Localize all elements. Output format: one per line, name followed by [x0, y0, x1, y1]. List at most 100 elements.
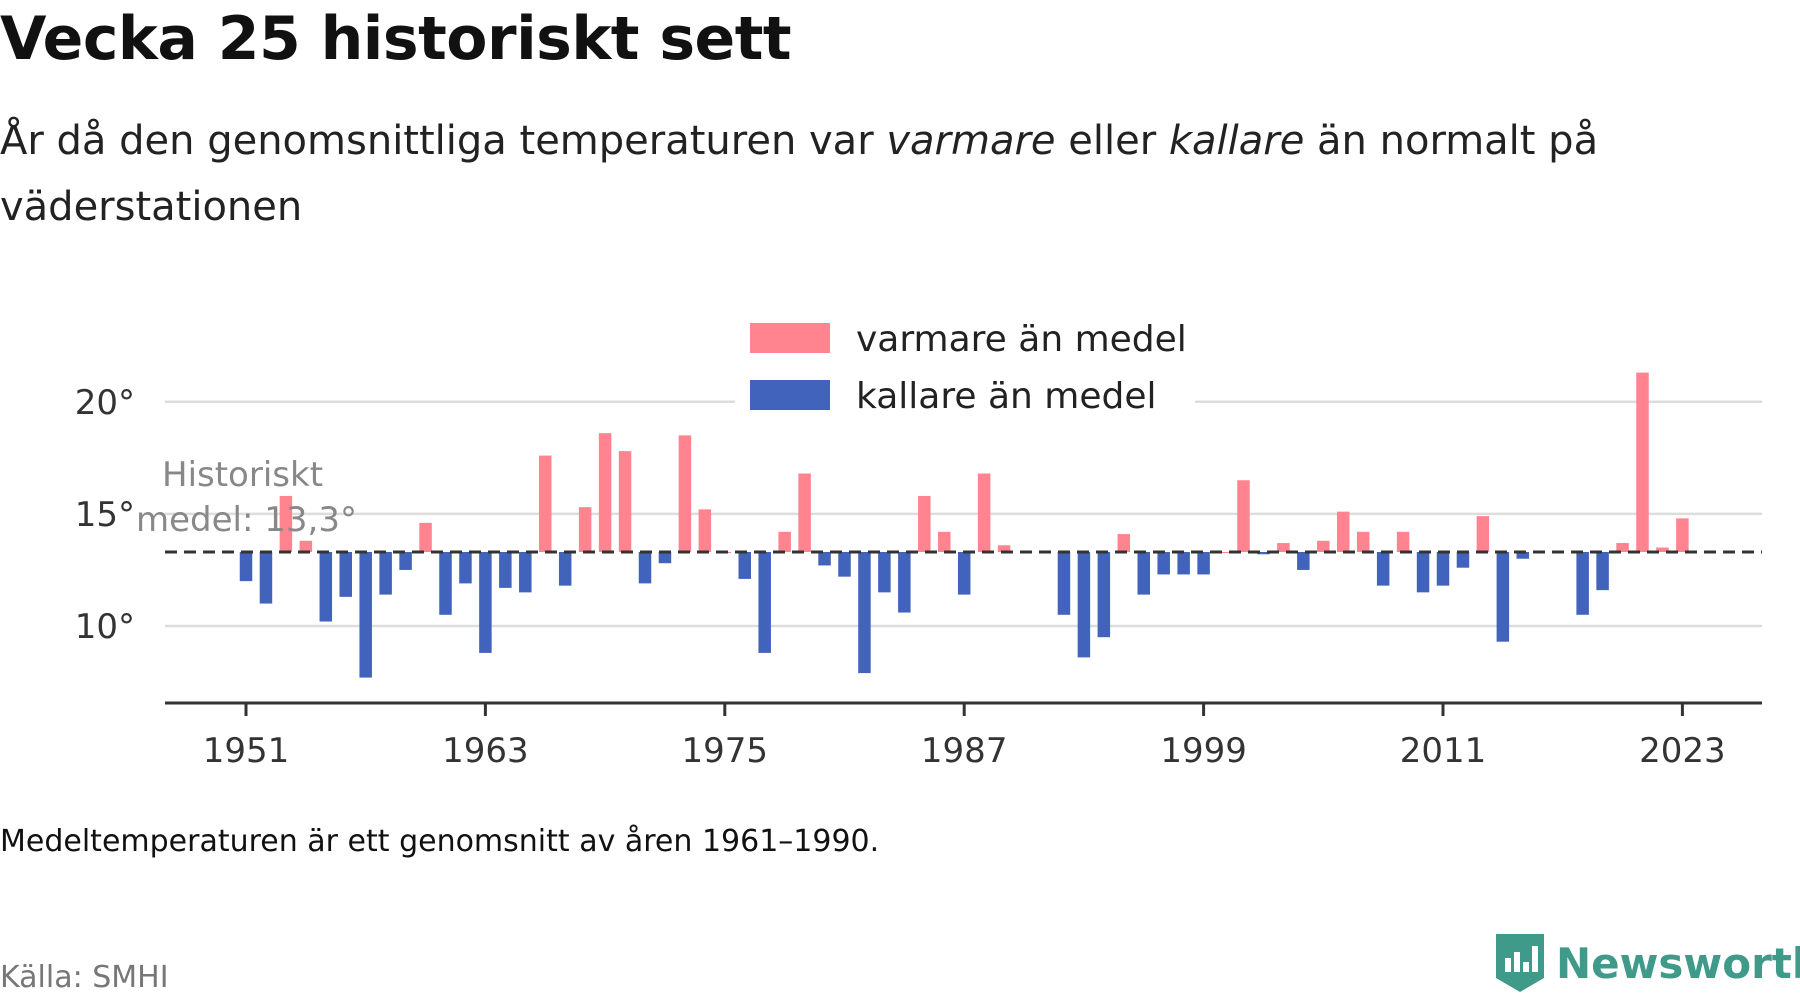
baseline-label-line-2: medel: 13,3° — [136, 500, 357, 540]
bar-cold-1982 — [858, 552, 871, 674]
x-axis-ticks: 1951 1963 1975 1987 1999 2011 2023 — [203, 703, 1726, 771]
bar-warm-2022 — [1656, 547, 1669, 552]
bar-cold-1996 — [1137, 552, 1150, 595]
bar-warm-2003 — [1277, 543, 1290, 552]
bar-cold-1967 — [558, 552, 572, 586]
bar-warm-1966 — [539, 455, 552, 552]
bar-cold-2019 — [1596, 552, 1609, 591]
bar-cold-2012 — [1456, 552, 1470, 568]
legend-swatch-cold — [750, 380, 830, 410]
bar-warm-2005 — [1317, 540, 1330, 552]
newsworthy-logo: Newsworthy — [1494, 932, 1800, 994]
legend-swatch-warm — [750, 323, 830, 353]
bar-warm-1968 — [578, 507, 592, 552]
subtitle-part-2: eller — [1055, 118, 1169, 164]
x-tick-label: 1987 — [921, 731, 1008, 771]
bar-warm-1986 — [938, 531, 951, 552]
bar-cold-2011 — [1436, 552, 1450, 586]
legend-label-warm: varmare än medel — [856, 319, 1187, 360]
bar-warm-2001 — [1237, 480, 1250, 552]
subtitle-cold-word: kallare — [1168, 118, 1305, 164]
bar-cold-1958 — [379, 552, 392, 595]
bar-cold-2014 — [1496, 552, 1510, 642]
y-tick-label: 15° — [75, 495, 135, 535]
y-tick-label: 20° — [75, 383, 135, 423]
bar-cold-1981 — [838, 552, 851, 577]
legend: varmare än medel kallare än medel — [735, 300, 1195, 418]
bar-cold-2004 — [1297, 552, 1310, 570]
bar-cold-1976 — [738, 552, 751, 579]
subtitle-part-1: År då den genomsnittliga temperaturen va… — [0, 118, 887, 164]
bar-cold-1983 — [878, 552, 891, 593]
bar-warm-2013 — [1476, 516, 1490, 552]
bar-cold-1994 — [1097, 552, 1111, 638]
bar-warm-2000 — [1217, 552, 1230, 553]
bar-cold-1972 — [658, 552, 672, 564]
baseline-label-line-1: Historiskt — [162, 455, 323, 495]
bar-cold-1952 — [259, 552, 273, 604]
bar-warm-1985 — [918, 495, 931, 552]
bar-cold-1961 — [439, 552, 452, 615]
subtitle-warm-word: varmare — [886, 118, 1056, 164]
bar-cold-1999 — [1197, 552, 1210, 575]
chart-title: Vecka 25 historiskt sett — [0, 4, 792, 74]
bar-warm-2021 — [1636, 372, 1649, 552]
subtitle-part-3: än normalt på väderstationen — [0, 118, 1599, 230]
bar-cold-1980 — [818, 552, 831, 566]
bar-cold-1962 — [459, 552, 472, 584]
bars — [239, 372, 1689, 678]
y-tick-label: 10° — [75, 607, 135, 647]
bar-cold-1963 — [479, 552, 492, 653]
x-tick-label: 2011 — [1400, 731, 1487, 771]
x-tick-label: 1999 — [1160, 731, 1247, 771]
chart-subtitle: År då den genomsnittliga temperaturen va… — [0, 108, 1720, 240]
bar-cold-1957 — [359, 552, 372, 678]
newsworthy-logo-icon — [1496, 934, 1544, 992]
bar-cold-1977 — [758, 552, 771, 653]
bar-cold-2015 — [1516, 552, 1530, 559]
bar-warm-1974 — [698, 509, 712, 552]
x-tick-label: 1975 — [682, 731, 769, 771]
bar-warm-2020 — [1616, 543, 1629, 552]
bar-cold-1984 — [898, 552, 911, 613]
bar-warm-1978 — [778, 531, 791, 552]
bar-warm-1988 — [977, 473, 991, 552]
bar-cold-1955 — [319, 552, 333, 622]
bar-cold-1965 — [519, 552, 532, 593]
bar-warm-1954 — [299, 540, 313, 552]
bar-warm-1960 — [419, 522, 432, 552]
legend-label-cold: kallare än medel — [856, 376, 1156, 417]
bar-cold-1987 — [957, 552, 971, 595]
bar-warm-1953 — [279, 495, 293, 552]
y-axis-tick-labels: 10° 15° 20° — [75, 383, 135, 647]
x-tick-label: 2023 — [1639, 731, 1726, 771]
bar-warm-2006 — [1337, 511, 1350, 552]
bar-warm-2009 — [1396, 531, 1410, 552]
source-label: Källa: SMHI — [0, 960, 169, 995]
bar-cold-1951 — [239, 552, 253, 582]
bar-cold-1956 — [339, 552, 352, 597]
bar-warm-1973 — [678, 435, 692, 552]
bar-cold-2008 — [1376, 552, 1390, 586]
bar-warm-1989 — [997, 545, 1011, 552]
bar-warm-1995 — [1117, 534, 1131, 552]
bar-cold-1992 — [1057, 552, 1071, 615]
x-tick-label: 1963 — [442, 731, 529, 771]
temperature-bar-chart: 10°15°20° Historiskt medel: 13,3° 1951 19… — [75, 300, 1762, 771]
bar-cold-1997 — [1157, 552, 1170, 575]
bar-cold-2010 — [1416, 552, 1430, 593]
bar-cold-1959 — [399, 552, 412, 570]
newsworthy-logo-text: Newsworthy — [1556, 938, 1800, 988]
footnote: Medeltemperaturen är ett genomsnitt av å… — [0, 824, 880, 859]
x-tick-label: 1951 — [203, 731, 290, 771]
bar-cold-1998 — [1177, 552, 1190, 575]
bar-cold-2002 — [1257, 552, 1270, 555]
bar-cold-1993 — [1077, 552, 1091, 658]
bar-warm-1969 — [598, 433, 612, 552]
bar-cold-1964 — [499, 552, 512, 588]
bar-cold-1971 — [638, 552, 652, 584]
bar-warm-1970 — [618, 451, 632, 552]
bar-warm-2023 — [1676, 518, 1689, 552]
bar-warm-1979 — [798, 473, 811, 552]
bar-cold-2018 — [1576, 552, 1589, 615]
